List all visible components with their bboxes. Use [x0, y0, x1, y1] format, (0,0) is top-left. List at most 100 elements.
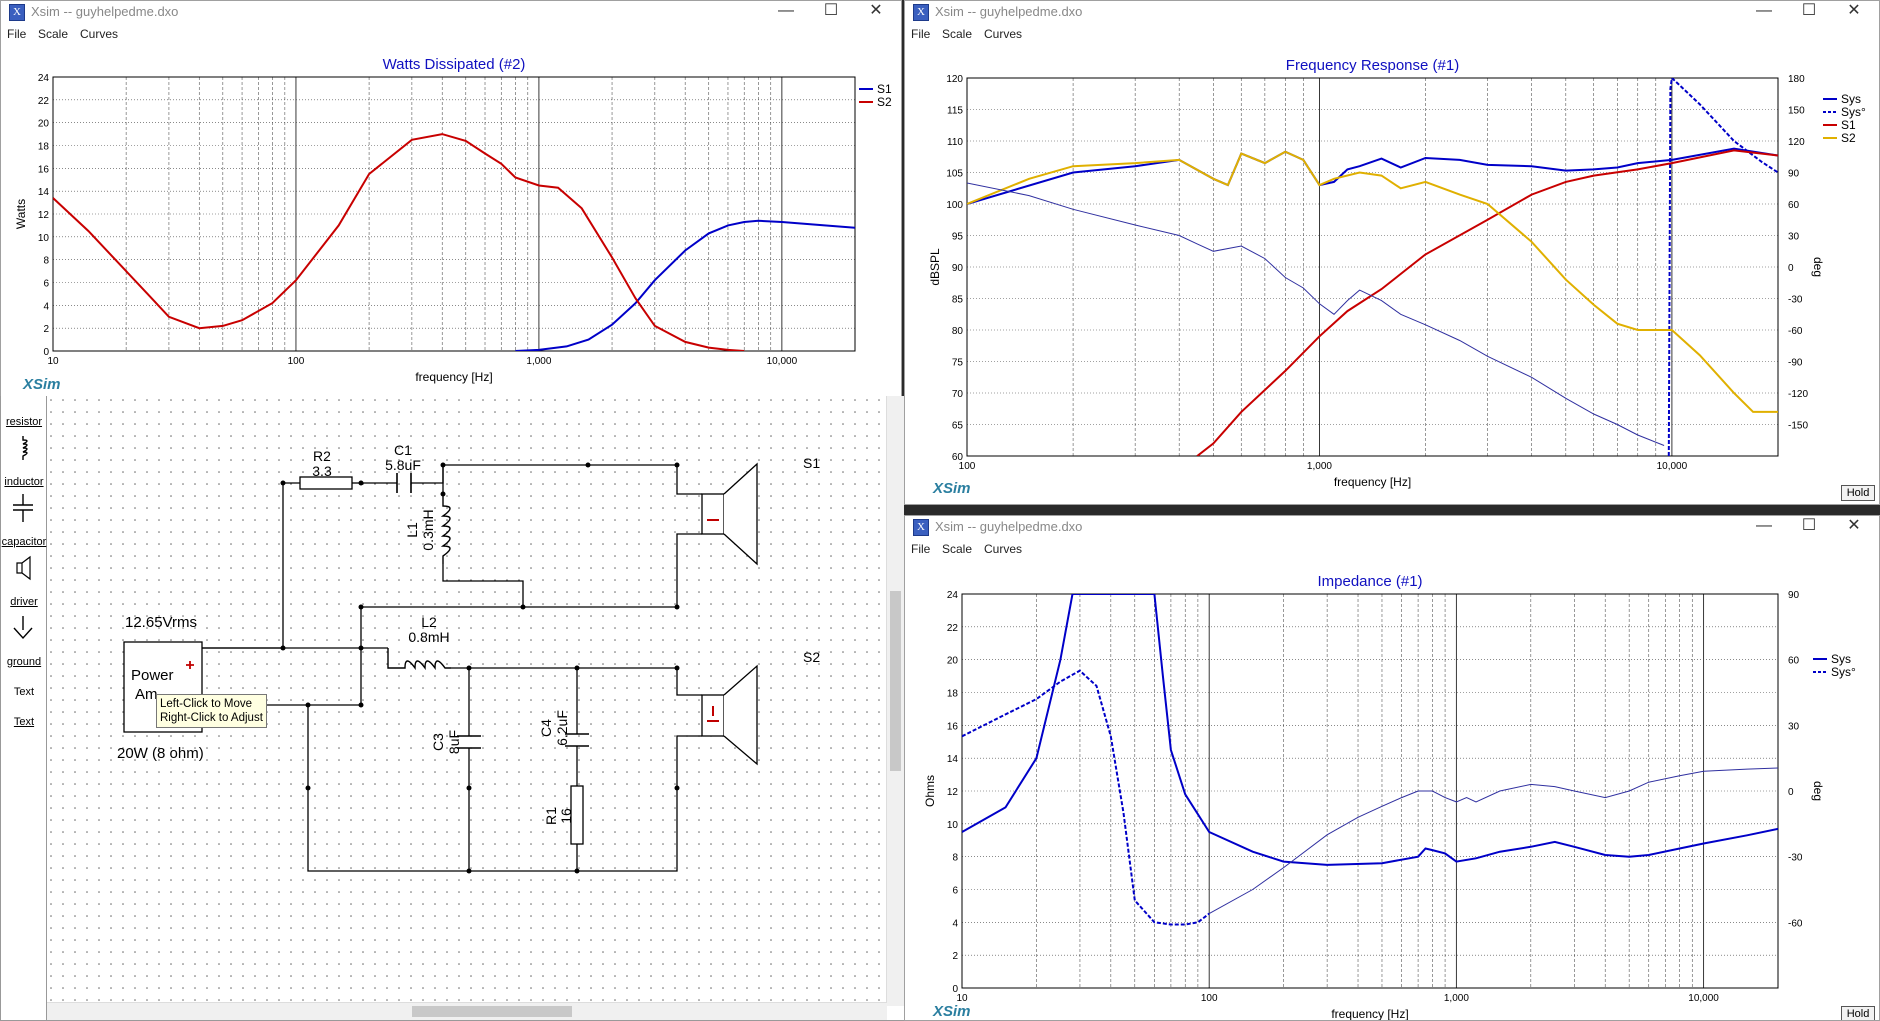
vertical-scrollbar[interactable] — [886, 396, 904, 1006]
driver-icon[interactable] — [9, 554, 37, 582]
palette-inductor[interactable]: inductor — [4, 476, 44, 488]
y-tick-label: 75 — [952, 358, 964, 369]
y-tick-label: 14 — [947, 754, 959, 765]
capacitor-c1[interactable]: C1 5.8uF — [385, 442, 421, 493]
palette-capacitor[interactable]: capacitor — [1, 536, 47, 548]
y2-tick-label: -30 — [1788, 295, 1803, 306]
minimize-button[interactable]: — — [1756, 517, 1772, 534]
menu-scale[interactable]: Scale — [942, 542, 973, 556]
y2-tick-label: -120 — [1788, 389, 1808, 400]
palette-ground[interactable]: ground — [6, 656, 42, 668]
menu-curves[interactable]: Curves — [984, 27, 1023, 41]
menu-file[interactable]: File — [911, 27, 931, 41]
plot-frame — [966, 77, 1779, 457]
y-tick-label: 60 — [952, 452, 964, 463]
ground-icon[interactable] — [9, 614, 37, 642]
xsim-logo: XSim — [22, 376, 61, 393]
x-tick-label: 1,000 — [1444, 993, 1469, 1004]
capacitor-c3[interactable]: C3 8uF — [430, 730, 481, 754]
c1-name: C1 — [394, 442, 412, 458]
minimize-button[interactable]: — — [778, 2, 794, 19]
maximize-button[interactable]: ☐ — [1801, 2, 1817, 19]
palette-driver[interactable]: driver — [10, 596, 38, 608]
menu-file[interactable]: File — [911, 542, 931, 556]
menu-curves[interactable]: Curves — [984, 542, 1023, 556]
inductor-l1[interactable]: L1 0.3mH — [404, 494, 451, 564]
imp-titlebar[interactable]: X Xsim -- guyhelpedme.dxo — ☐ ✕ — [905, 516, 1879, 538]
tooltip-line2: Right-Click to Adjust — [160, 712, 263, 724]
y-tick-label: 8 — [43, 256, 49, 267]
source-label-line1: Power — [131, 667, 174, 684]
s2-label: S2 — [803, 649, 820, 665]
horizontal-scrollbar[interactable] — [47, 1002, 887, 1020]
capacitor-c4[interactable]: C4 6.2uF — [538, 710, 589, 747]
plot-frame — [961, 593, 1779, 989]
legend-entry: S2 — [877, 95, 892, 109]
x-tick-label: 10 — [47, 356, 59, 367]
y2-tick-label: -60 — [1788, 326, 1803, 337]
menu-curves[interactable]: Curves — [80, 27, 119, 41]
inductor-icon[interactable] — [9, 434, 37, 462]
maximize-button[interactable]: ☐ — [1801, 517, 1817, 534]
resistor-r2[interactable]: R2 3.3 — [299, 448, 364, 490]
driver-s2[interactable]: S2 — [701, 649, 820, 766]
component-palette: resistor inductor capacitor driver groun… — [1, 396, 47, 1020]
close-button[interactable]: ✕ — [1847, 2, 1861, 19]
y-tick-label: 20 — [947, 656, 959, 667]
c3-value: 8uF — [446, 730, 462, 754]
x-axis-label: frequency [Hz] — [415, 370, 492, 384]
palette-text-plain[interactable]: Text — [13, 686, 35, 698]
y-tick-label: 16 — [947, 721, 959, 732]
x-tick-label: 10,000 — [1657, 461, 1688, 472]
menu-scale[interactable]: Scale — [942, 27, 973, 41]
watts-titlebar[interactable]: X Xsim -- guyhelpedme.dxo — ☐ ✕ — [1, 1, 901, 23]
y-tick-label: 85 — [952, 295, 964, 306]
r2-name: R2 — [313, 448, 331, 464]
s1-label: S1 — [803, 455, 820, 471]
minimize-button[interactable]: — — [1756, 2, 1772, 19]
r2-value: 3.3 — [312, 463, 332, 479]
window-title: Xsim -- guyhelpedme.dxo — [935, 519, 1083, 534]
y-tick-label: 22 — [38, 96, 50, 107]
hold-button[interactable]: Hold — [1841, 1006, 1875, 1020]
driver-s1[interactable]: S1 — [701, 455, 820, 566]
freq-window: X Xsim -- guyhelpedme.dxo — ☐ ✕ File Sca… — [904, 0, 1880, 505]
y-tick-label: 10 — [947, 820, 959, 831]
inductor-l2[interactable]: L2 0.8mH — [387, 614, 451, 671]
source-label-line2: Am — [135, 686, 158, 703]
y-axis-label: Ohms — [923, 775, 937, 807]
chart-title: Watts Dissipated (#2) — [383, 56, 526, 73]
freq-titlebar[interactable]: X Xsim -- guyhelpedme.dxo — ☐ ✕ — [905, 1, 1879, 23]
legend-entry: Sys — [1831, 652, 1851, 666]
series-line-sys — [967, 147, 1778, 205]
c4-value: 6.2uF — [554, 710, 570, 746]
palette-resistor[interactable]: resistor — [5, 416, 43, 428]
y-tick-label: 0 — [952, 984, 958, 995]
tooltip-line1: Left-Click to Move — [160, 698, 253, 710]
close-button[interactable]: ✕ — [869, 2, 883, 19]
vertical-scroll-thumb[interactable] — [890, 591, 901, 771]
close-button[interactable]: ✕ — [1847, 517, 1861, 534]
menu-file[interactable]: File — [7, 27, 27, 41]
y-tick-label: 105 — [946, 169, 963, 180]
freq-chart[interactable]: 60 65 70 75 80 85 90 95 100 105 110 115 120 -150 -120 -… — [905, 43, 1879, 503]
r1-name: R1 — [543, 807, 559, 825]
y-axis-label: Watts — [14, 199, 28, 229]
x-tick-label: 10,000 — [767, 356, 798, 367]
menu-scale[interactable]: Scale — [38, 27, 69, 41]
resistor-r1[interactable]: R1 16 — [543, 785, 584, 845]
y-tick-label: 115 — [947, 106, 963, 117]
capacitor-icon[interactable] — [9, 494, 37, 522]
maximize-button[interactable]: ☐ — [823, 2, 839, 19]
r1-value: 16 — [558, 808, 574, 824]
hold-button[interactable]: Hold — [1841, 485, 1875, 501]
window-title: Xsim -- guyhelpedme.dxo — [935, 4, 1083, 19]
y-tick-label: 4 — [952, 918, 958, 929]
palette-text[interactable]: Text — [13, 716, 35, 728]
menu-bar: File Scale Curves — [905, 23, 1879, 43]
y-tick-label: 120 — [946, 74, 963, 85]
legend-entry: Sys — [1841, 92, 1861, 106]
horizontal-scroll-thumb[interactable] — [412, 1006, 572, 1017]
